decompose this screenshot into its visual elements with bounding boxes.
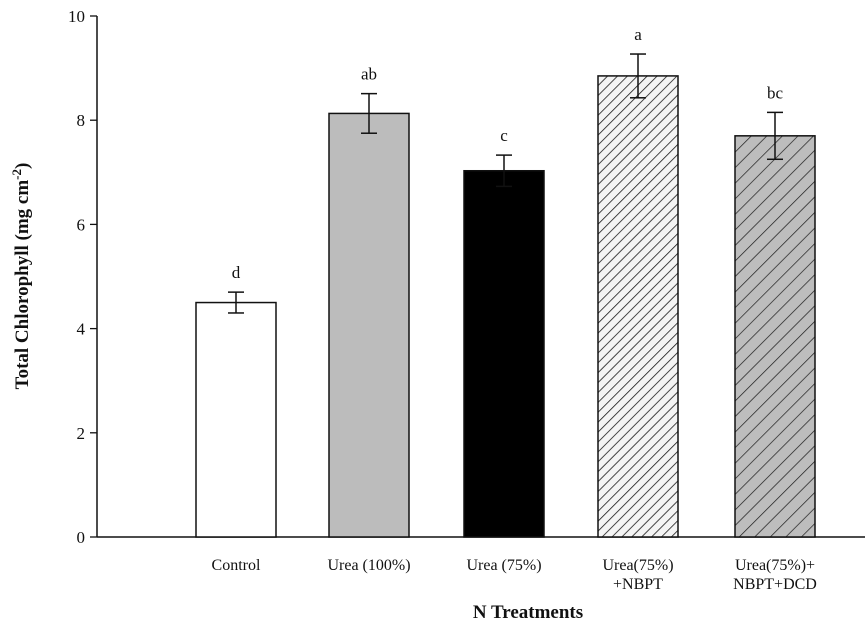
y-axis-title-close: ): [12, 163, 33, 169]
x-tick-label-line: Control: [212, 557, 261, 574]
y-tick-label: 0: [77, 528, 86, 547]
error-bar: [767, 111, 783, 161]
error-bar: [228, 291, 244, 314]
x-tick-label: Urea(75%) +NBPT: [602, 557, 673, 593]
x-tick-label: Urea (100%): [327, 557, 410, 574]
x-tick-label: Control: [212, 557, 261, 574]
y-tick-label: 6: [77, 215, 86, 234]
x-tick-label-line: Urea (75%): [466, 557, 541, 574]
x-tick-label-line: +NBPT: [613, 576, 663, 593]
y-tick-label: 2: [77, 424, 86, 443]
x-axis-title: N Treatments: [473, 602, 583, 623]
y-axis-title-superscript: -2: [9, 169, 24, 180]
error-bar: [361, 92, 377, 134]
error-bar: [496, 154, 512, 188]
y-tick-label: 10: [68, 7, 85, 26]
bar: [463, 169, 545, 538]
error-bar: [630, 53, 646, 99]
x-tick-label: Urea(75%)+ NBPT+DCD: [733, 557, 817, 593]
bar: [597, 75, 679, 538]
x-tick-label: Urea (75%): [466, 557, 541, 574]
bar: [195, 301, 277, 538]
x-tick-label-line: Urea(75%): [602, 557, 673, 574]
y-tick-label: 8: [77, 111, 86, 130]
y-axis-title: Total Chlorophyll (mg cm-2): [9, 163, 33, 390]
significance-label: d: [232, 263, 241, 282]
x-tick-label-line: NBPT+DCD: [733, 576, 817, 593]
significance-label: ab: [361, 65, 377, 84]
bar: [734, 135, 816, 538]
significance-label: c: [500, 126, 508, 145]
y-axis-title-main: Total Chlorophyll (mg cm: [12, 180, 33, 390]
x-tick-label-line: Urea(75%)+: [735, 557, 815, 574]
significance-label: bc: [767, 83, 784, 102]
significance-label: a: [634, 25, 642, 44]
bar: [328, 112, 410, 538]
x-tick-label-line: Urea (100%): [327, 557, 410, 574]
y-tick-label: 4: [77, 320, 86, 339]
